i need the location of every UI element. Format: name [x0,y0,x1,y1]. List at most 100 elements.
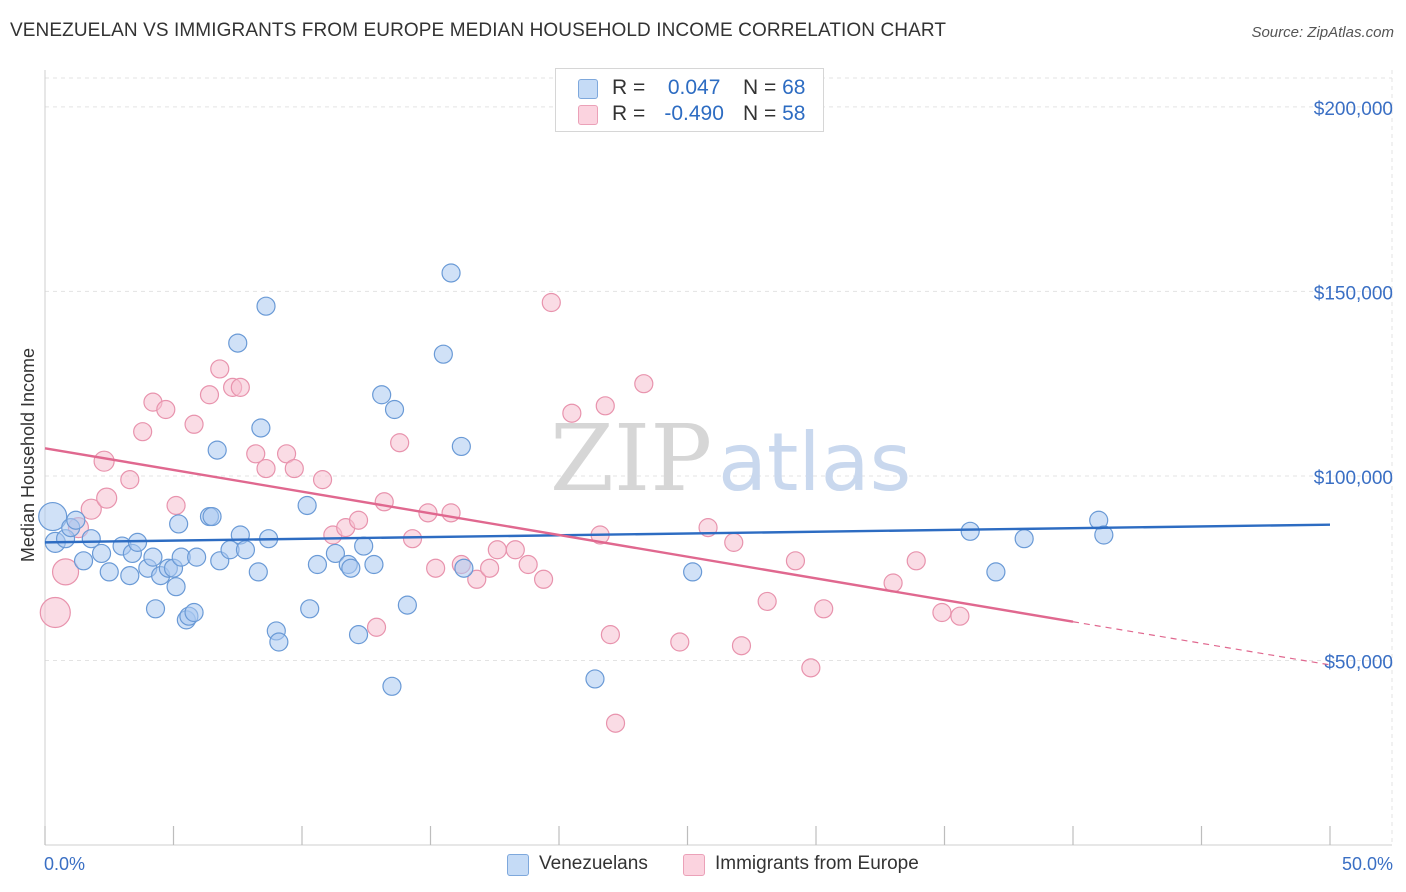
immigrants-point [166,495,186,516]
venezuelans-point [269,632,289,652]
immigrants-point [256,458,276,479]
venezuelans-point [73,551,94,571]
immigrants-point [801,658,821,678]
venezuelans-point [354,536,374,556]
immigrants-point [402,529,423,549]
venezuelans-point [66,510,86,530]
chart-source: Source: ZipAtlas.com [1251,24,1394,41]
venezuelans-point [341,558,361,578]
y-tick-label: $50,000 [1324,652,1393,673]
venezuelans-point [99,562,119,582]
bottom-legend-label: Immigrants from Europe [715,853,919,874]
venezuelans-point [169,514,189,534]
legend-swatch-pink [578,105,598,125]
bottom-legend-swatch-pink [683,854,705,876]
legend-swatch-blue [578,79,598,99]
y-axis-label: Median Household Income [18,348,38,562]
immigrants-point [906,551,926,571]
immigrants-point [600,625,621,645]
watermark-atlas: atlas [718,416,911,509]
immigrants-point [348,510,369,530]
legend-n-label: N = [742,102,777,125]
immigrants-point [284,458,304,479]
immigrants-point [133,422,153,442]
venezuelans-point [1014,529,1034,549]
immigrants-point [670,632,690,652]
y-tick-label: $100,000 [1314,468,1393,489]
venezuelans-point [683,562,703,582]
venezuelans-point [228,333,248,353]
immigrants-point [51,558,80,586]
immigrants-point [487,540,507,560]
legend-r-value: 0.047 [667,76,721,99]
legend-stats-venezuelans: R = 0.047 N = 68 [612,76,805,100]
trend-lines [44,447,1331,666]
immigrants-point [426,558,446,578]
immigrants-point [230,377,250,397]
immigrants-point [390,433,410,453]
venezuelans-point [348,625,369,645]
venezuelans-point [986,562,1006,582]
venezuelans-point [325,543,346,564]
venezuelans-point [397,595,417,615]
immigrants-point [518,554,538,575]
immigrants-point [814,599,834,619]
venezuelans-point [207,440,227,460]
venezuelans-point [166,577,186,597]
venezuelans-point [364,554,384,575]
chart-title: VENEZUELAN VS IMMIGRANTS FROM EUROPE MED… [10,20,947,41]
immigrants-point [595,396,615,416]
venezuelans-point [187,547,207,567]
bottom-legend-label: Venezuelans [539,853,648,874]
venezuelans-point [454,558,474,578]
venezuelans-point [960,521,980,541]
venezuelans-point [384,399,405,420]
legend-n-label: N = [742,76,777,99]
immigrants-point [80,498,102,520]
correlation-legend: R = 0.047 N = 68 R = -0.490 N = 58 [555,68,824,132]
immigrants-point [156,399,176,420]
immigrants-point [605,713,626,733]
immigrants-point [562,403,582,423]
immigrants-point [785,551,806,571]
legend-r-label: R = [612,76,646,99]
immigrants-point [950,606,970,626]
venezuelans-point [38,501,68,532]
immigrants-point [724,532,744,552]
venezuelans-point [256,296,276,316]
immigrants-point [634,374,654,394]
venezuelans-point [145,599,166,619]
venezuelans-point [382,676,402,696]
immigrants-from-europe-points [39,292,970,733]
venezuelans-point [585,669,605,689]
x-tick-label-end: 50.0% [1342,854,1393,874]
venezuelans-point [1094,525,1114,545]
bottom-legend-swatch-blue [507,854,529,876]
immigrants-point [541,292,561,313]
immigrants-point [96,487,118,509]
immigrants-point [757,591,777,612]
immigrants-point [93,450,115,472]
legend-n-value: 58 [782,102,806,125]
legend-n-value: 68 [782,76,806,99]
venezuelans-point [451,436,471,457]
immigrants-point [480,558,500,578]
immigrants-point [276,444,297,464]
venezuelans-point [202,506,222,527]
immigrants-point [932,602,952,623]
venezuelans-point [251,418,271,438]
immigrants-trend-line [44,447,1074,623]
venezuelans-trend-line [44,523,1331,544]
venezuelans-point [81,529,101,549]
y-tick-label: $150,000 [1314,283,1393,304]
immigrants-point [467,569,487,589]
immigrants-point [199,385,220,405]
legend-stats-immigrants: R = -0.490 N = 58 [612,102,805,126]
legend-r-value: -0.490 [664,102,724,125]
venezuelans-point [120,565,140,586]
x-tick-label-start: 0.0% [44,854,85,874]
venezuelans-point [372,385,392,405]
legend-r-label: R = [612,102,646,125]
y-tick-label: $200,000 [1314,99,1393,120]
